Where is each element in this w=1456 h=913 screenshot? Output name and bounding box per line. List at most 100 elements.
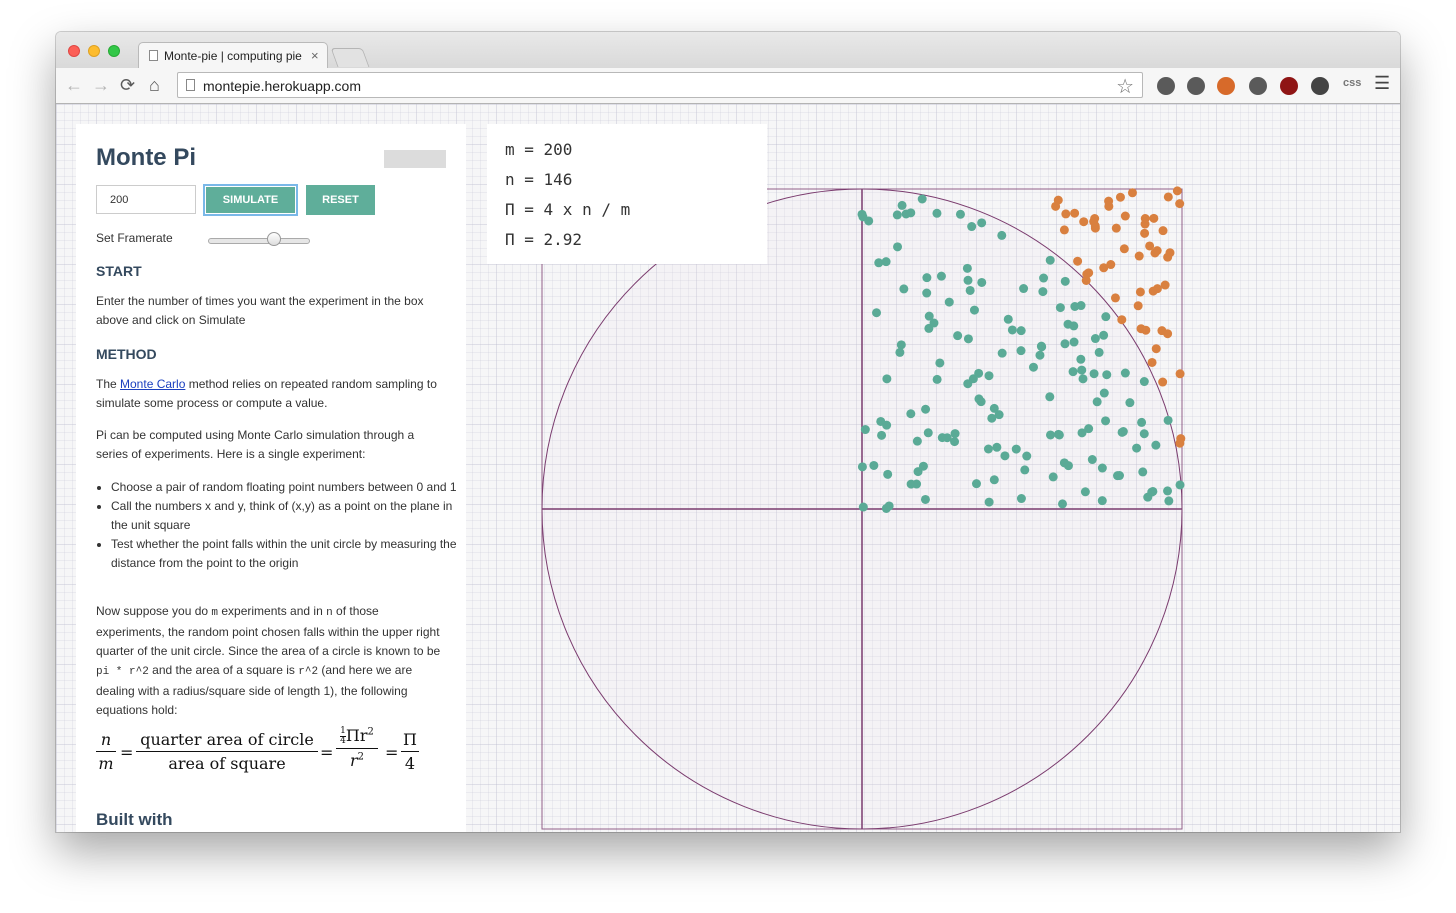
inside-point bbox=[935, 358, 945, 368]
menu-icon[interactable]: ☰ bbox=[1374, 73, 1391, 93]
inside-point bbox=[1163, 486, 1173, 496]
reload-icon[interactable]: ⟳ bbox=[120, 75, 136, 95]
inside-point bbox=[1016, 494, 1026, 504]
start-heading: START bbox=[96, 263, 142, 279]
forward-icon[interactable]: → bbox=[92, 75, 110, 95]
outside-point bbox=[1134, 251, 1144, 261]
inside-point bbox=[989, 403, 999, 413]
inside-point bbox=[1068, 367, 1078, 377]
code-n: n bbox=[326, 607, 333, 619]
back-icon[interactable]: ← bbox=[65, 75, 83, 95]
inside-point bbox=[1102, 370, 1112, 380]
monte-carlo-link[interactable]: Monte Carlo bbox=[120, 377, 186, 391]
inside-point bbox=[1087, 455, 1097, 465]
minimize-window-button[interactable] bbox=[88, 45, 100, 57]
address-bar[interactable]: montepie.herokuapp.com ☆ bbox=[177, 72, 1143, 98]
cloud-extension-icon[interactable] bbox=[1249, 77, 1267, 95]
inside-point bbox=[1060, 276, 1070, 286]
inside-point bbox=[1132, 443, 1142, 453]
pocket-extension-icon[interactable] bbox=[1157, 77, 1175, 95]
info-extension-icon[interactable] bbox=[1187, 77, 1205, 95]
home-icon[interactable]: ⌂ bbox=[149, 75, 160, 95]
inside-point bbox=[1101, 312, 1111, 322]
list-item: Choose a pair of random floating point n… bbox=[111, 478, 461, 497]
outside-point bbox=[1149, 213, 1159, 223]
inside-point bbox=[1069, 337, 1079, 347]
outside-point bbox=[1133, 301, 1143, 311]
framerate-slider-track[interactable] bbox=[208, 238, 310, 244]
inside-point bbox=[912, 479, 922, 489]
fraction-bar bbox=[96, 751, 116, 752]
inside-point bbox=[921, 404, 931, 414]
inside-point bbox=[977, 218, 987, 228]
outside-point bbox=[1119, 244, 1129, 254]
inside-point bbox=[963, 275, 973, 285]
outside-point bbox=[1061, 209, 1071, 219]
inside-point bbox=[906, 409, 916, 419]
ublock-extension-icon[interactable] bbox=[1280, 77, 1298, 95]
inside-point bbox=[965, 285, 975, 295]
pi-symbol: Π bbox=[403, 730, 417, 749]
close-window-button[interactable] bbox=[68, 45, 80, 57]
equals-sign: = bbox=[385, 743, 399, 762]
inside-point bbox=[1094, 347, 1104, 357]
experiment-count-input[interactable] bbox=[96, 185, 196, 214]
outside-point bbox=[1090, 213, 1100, 223]
inside-point bbox=[872, 308, 882, 318]
inside-point bbox=[922, 288, 932, 298]
equation-n: n bbox=[100, 730, 112, 749]
reset-button[interactable]: RESET bbox=[306, 185, 375, 215]
tab-montepie[interactable]: Monte-pie | computing pie × bbox=[138, 42, 328, 68]
tab-close-icon[interactable]: × bbox=[311, 48, 319, 63]
inside-point bbox=[1151, 440, 1161, 450]
inside-point bbox=[953, 331, 963, 341]
page-icon bbox=[149, 50, 158, 61]
inside-point bbox=[997, 230, 1007, 240]
outside-point bbox=[1175, 199, 1185, 209]
code-square-area: r^2 bbox=[298, 666, 319, 678]
id-extension-icon[interactable] bbox=[1311, 77, 1329, 95]
outside-point bbox=[1099, 263, 1109, 273]
inside-point bbox=[1016, 326, 1026, 336]
pi-over-four-fraction: Π 4 bbox=[401, 730, 419, 773]
pi-equation: n m = quarter area of circle area of squ… bbox=[96, 726, 456, 780]
inside-point bbox=[864, 216, 874, 226]
code-m: m bbox=[211, 607, 219, 619]
simulate-button[interactable]: SIMULATE bbox=[203, 184, 298, 216]
framerate-slider-thumb[interactable] bbox=[267, 232, 281, 246]
inside-point bbox=[896, 340, 906, 350]
pi-r-squared-fraction: 1 4 Πr2 r2 bbox=[336, 726, 378, 770]
outside-point bbox=[1175, 369, 1185, 379]
derivation-text: and the area of a square is bbox=[148, 663, 299, 677]
pi-r-squared-numerator: 1 4 Πr2 bbox=[336, 726, 378, 746]
inside-point bbox=[1000, 451, 1010, 461]
method-paragraph-2: Pi can be computed using Monte Carlo sim… bbox=[96, 428, 415, 461]
inside-point bbox=[992, 442, 1002, 452]
inside-point bbox=[984, 497, 994, 507]
inside-point bbox=[1097, 463, 1107, 473]
new-tab-button[interactable] bbox=[330, 48, 370, 67]
r-symbol: r bbox=[349, 751, 358, 770]
inside-point bbox=[929, 318, 939, 328]
zoom-window-button[interactable] bbox=[108, 45, 120, 57]
cookie-extension-icon[interactable] bbox=[1217, 77, 1235, 95]
outside-point bbox=[1158, 226, 1168, 236]
pi-r: Πr bbox=[345, 726, 368, 745]
inside-point bbox=[977, 277, 987, 287]
bookmark-star-icon[interactable]: ☆ bbox=[1116, 76, 1134, 98]
quarter-den: 4 bbox=[340, 736, 346, 746]
outside-point bbox=[1160, 280, 1170, 290]
outside-point bbox=[1120, 211, 1130, 221]
inside-point bbox=[860, 425, 870, 435]
inside-point bbox=[1099, 330, 1109, 340]
outside-point bbox=[1163, 329, 1173, 339]
inside-point bbox=[858, 502, 868, 512]
css-extension-label[interactable]: css bbox=[1343, 77, 1362, 89]
inside-point bbox=[1078, 374, 1088, 384]
fraction-bar bbox=[336, 748, 378, 749]
four-digit: 4 bbox=[404, 754, 416, 773]
inside-point bbox=[1070, 301, 1080, 311]
outside-point bbox=[1090, 221, 1100, 231]
derivation-text: Now suppose you do bbox=[96, 604, 212, 618]
